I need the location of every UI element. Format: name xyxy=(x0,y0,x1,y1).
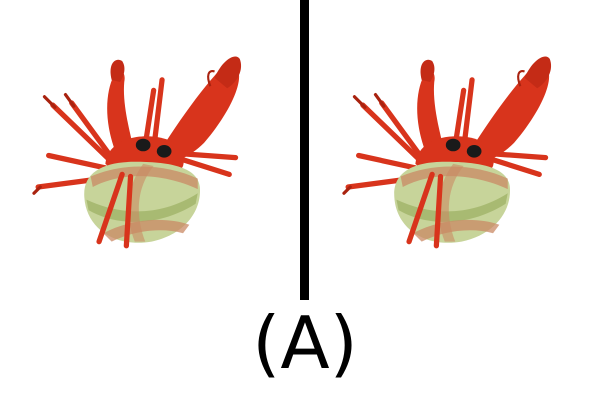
hermit-crab-icon xyxy=(335,40,565,250)
hermit-crab-icon xyxy=(25,40,255,250)
vertical-divider xyxy=(300,0,309,300)
right-crab-panel xyxy=(335,40,565,250)
left-crab-panel xyxy=(25,40,255,250)
figure-caption: (A) xyxy=(252,301,358,385)
